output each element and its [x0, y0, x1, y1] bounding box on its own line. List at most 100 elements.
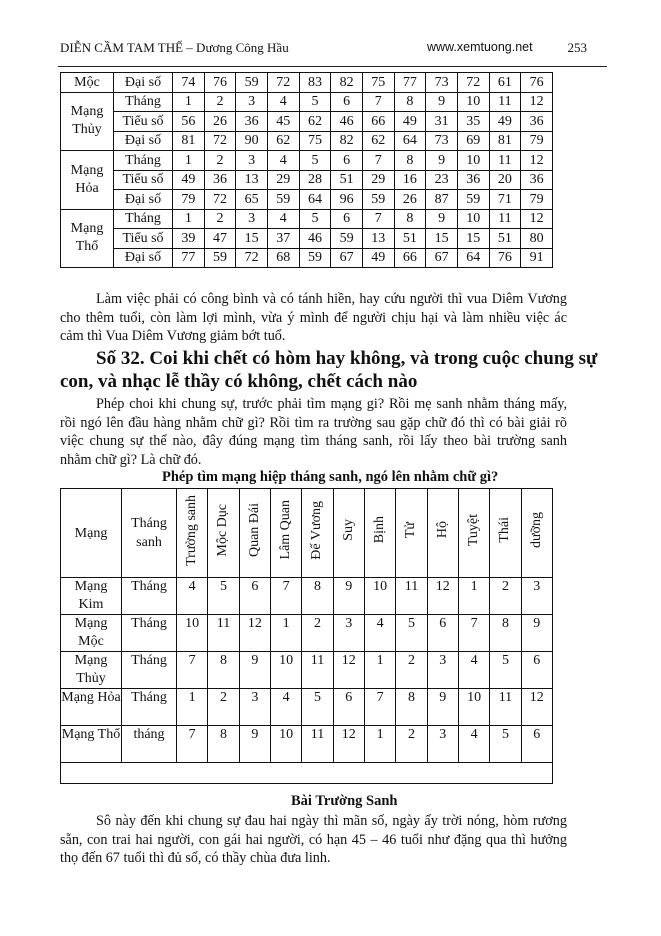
row-label: Tháng: [113, 91, 173, 112]
value-cell: 74: [172, 72, 205, 93]
section3-title: Bài Trường Sanh: [291, 793, 398, 809]
value-cell: 77: [393, 72, 427, 93]
text-line: con, và nhạc lễ thầy có không, chết cách…: [60, 371, 418, 392]
value-cell: 46: [298, 228, 332, 249]
value-cell: 3: [235, 91, 268, 112]
value-cell: 3: [426, 651, 459, 689]
value-cell: 10: [457, 688, 491, 726]
value-cell: 81: [488, 130, 522, 151]
value-cell: 26: [203, 111, 237, 132]
value-cell: 11: [488, 91, 522, 112]
value-cell: 3: [235, 208, 268, 229]
value-cell: 7: [361, 91, 395, 112]
value-cell: 8: [207, 725, 240, 763]
table-row: Mạng Hỏa Tháng 1 2 3 4 5 6 7 8 9 10 11 12: [60, 150, 553, 210]
value-cell: 62: [266, 130, 300, 151]
text-line: Phép choi khi chung sự, trước phải tìm m…: [96, 396, 567, 412]
value-cell: 81: [172, 130, 205, 151]
value-cell: 12: [426, 577, 459, 615]
value-cell: 8: [301, 577, 334, 615]
value-cell: 67: [425, 247, 458, 268]
value-cell: 31: [425, 111, 458, 132]
value-cell: 66: [361, 111, 395, 132]
value-cell: 4: [266, 91, 300, 112]
column-header: Quan Đái: [238, 488, 271, 578]
value-cell: 28: [298, 169, 332, 190]
table-row: Mạng Mộc Tháng 10 11 12 1 2 3 4 5 6 7 8 9: [60, 614, 554, 652]
value-cell: 9: [520, 614, 554, 652]
value-cell: 67: [330, 247, 363, 268]
value-cell: 2: [395, 651, 428, 689]
column-header: Tử: [395, 488, 428, 578]
value-cell: 11: [301, 725, 334, 763]
value-cell: 16: [393, 169, 427, 190]
thang-cell: Tháng: [121, 651, 177, 689]
value-cell: 47: [203, 228, 237, 249]
column-header: Bịnh: [363, 488, 397, 578]
header-mang: Mạng: [60, 488, 122, 578]
value-cell: 1: [457, 577, 491, 615]
value-cell: 8: [393, 91, 427, 112]
value-cell: 15: [235, 228, 268, 249]
value-cell: 10: [456, 208, 490, 229]
value-cell: 12: [332, 725, 365, 763]
value-cell: 61: [488, 72, 522, 93]
value-cell: 87: [425, 189, 458, 210]
value-cell: 5: [301, 688, 334, 726]
paragraph-2: Phép choi khi chung sự, trước phải tìm m…: [60, 395, 567, 469]
value-cell: 9: [332, 577, 365, 615]
value-cell: 49: [393, 111, 427, 132]
value-cell: 2: [301, 614, 334, 652]
table-row: Đại số 81 72 90 62 75 82 62 64 73 69 81 79: [61, 130, 553, 151]
value-cell: 4: [457, 725, 491, 763]
value-cell: 13: [361, 228, 395, 249]
value-cell: 5: [298, 91, 332, 112]
value-cell: 10: [363, 577, 397, 615]
value-cell: 36: [235, 111, 268, 132]
value-cell: 7: [175, 651, 209, 689]
value-cell: 7: [175, 725, 209, 763]
value-cell: 37: [266, 228, 300, 249]
value-cell: 9: [425, 208, 458, 229]
value-cell: 7: [363, 688, 397, 726]
value-cell: 75: [298, 130, 332, 151]
value-cell: 11: [395, 577, 428, 615]
table-row: Mạng Kim Tháng 4 5 6 7 8 9 10 11 12 1 2 3: [60, 577, 554, 615]
value-cell: 3: [235, 150, 268, 171]
value-cell: 68: [266, 247, 300, 268]
value-cell: 12: [520, 688, 554, 726]
value-cell: 3: [332, 614, 365, 652]
value-cell: 36: [456, 169, 490, 190]
value-cell: 2: [207, 688, 240, 726]
row-label: Tiểu số: [113, 228, 173, 249]
value-cell: 12: [520, 91, 553, 112]
column-header: Mộc Dục: [207, 488, 240, 578]
value-cell: 72: [266, 72, 300, 93]
value-cell: 1: [363, 725, 397, 763]
value-cell: 79: [520, 130, 553, 151]
table-row: Mạng Thổ tháng 7 8 9 10 11 12 1 2 3 4 5 6: [60, 725, 554, 763]
value-cell: 4: [269, 688, 303, 726]
thang-cell: Tháng: [121, 688, 177, 726]
value-cell: 2: [395, 725, 428, 763]
row-label: Tiểu số: [113, 169, 173, 190]
value-cell: 6: [520, 725, 554, 763]
column-header: Tuyệt: [457, 488, 491, 578]
value-cell: 59: [330, 228, 363, 249]
value-cell: 7: [361, 208, 395, 229]
value-cell: 3: [520, 577, 554, 615]
mang-cell: Mạng Thủy: [60, 651, 122, 689]
row-label: Đại số: [113, 130, 173, 151]
value-cell: 46: [330, 111, 363, 132]
value-cell: 11: [489, 688, 522, 726]
value-cell: 51: [393, 228, 427, 249]
value-cell: 39: [172, 228, 205, 249]
group-cell: Mạng Hỏa: [60, 150, 114, 210]
column-header: Suy: [332, 488, 365, 578]
column-header: Lâm Quan: [269, 488, 303, 578]
value-cell: 72: [456, 72, 490, 93]
value-cell: 7: [269, 577, 303, 615]
value-cell: 8: [395, 688, 428, 726]
value-cell: 6: [520, 651, 554, 689]
value-cell: 2: [203, 208, 237, 229]
